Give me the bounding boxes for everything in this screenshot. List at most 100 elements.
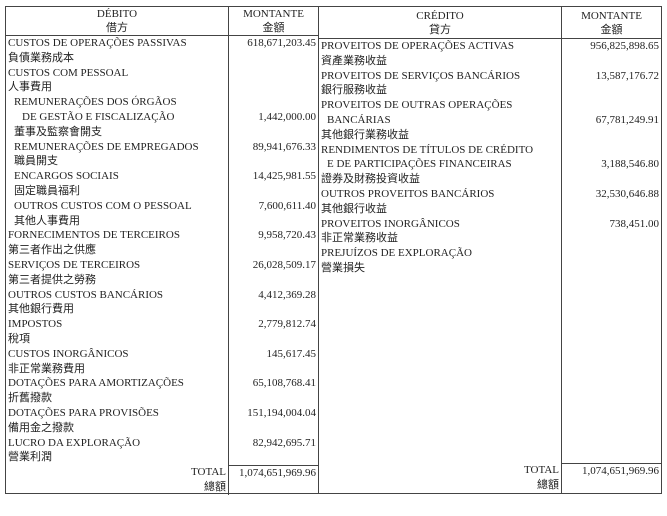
credit-line-amount: 13,587,176.72: [595, 69, 659, 82]
credit-line-label: 證券及財務投資收益: [321, 173, 420, 186]
credit-total-amount: 1,074,651,969.96: [561, 463, 661, 493]
debit-line-label: IMPOSTOS: [8, 318, 63, 331]
debit-line-label: REMUNERAÇÕES DOS ÓRGÃOS: [14, 96, 177, 109]
credit-line-label: PROVEITOS DE SERVIÇOS BANCÁRIOS: [321, 69, 521, 82]
debit-line-amount: [229, 80, 318, 95]
debit-line-amount: 9,958,720.43: [258, 229, 316, 242]
debit-line-label: 人事費用: [8, 81, 52, 94]
credit-total-row: TOTAL 總額 1,074,651,969.96: [319, 463, 661, 493]
credit-line-label: 其他銀行業務收益: [321, 128, 409, 141]
debit-line-amount: [229, 450, 318, 465]
debit-line-label: 職員開支: [14, 155, 58, 168]
credit-line-label: RENDIMENTOS DE TÍTULOS DE CRÉDITO: [321, 143, 534, 156]
debit-line-amount: [229, 391, 318, 406]
debit-line-label: 稅項: [8, 332, 30, 345]
debit-line-label: 折舊撥款: [8, 392, 52, 405]
debit-line-label: OUTROS CUSTOS COM O PESSOAL: [14, 199, 192, 212]
debit-line-amount: 1,442,000.00: [258, 110, 316, 123]
debit-line-label: DOTAÇÕES PARA AMORTIZAÇÕES: [8, 377, 184, 390]
profit-and-loss-table: DÉBITO 借方 MONTANTE 金額 CUSTOS DE OPERAÇÕE…: [5, 6, 662, 496]
debit-line-amount: [229, 362, 318, 377]
credit-line-amount: [562, 54, 661, 69]
credit-line-amount: 956,825,898.65: [590, 40, 659, 52]
debit-line-amount: [229, 51, 318, 66]
debit-line-label: 固定職員福利: [14, 184, 80, 197]
debit-line-label: SERVIÇOS DE TERCEIROS: [8, 258, 141, 271]
debit-line-amount: 4,412,369.28: [258, 288, 316, 301]
debit-line-amount: [229, 302, 318, 317]
credit-line-amount: [562, 202, 661, 217]
credit-line-label: PREJUÍZOS DE EXPLORAÇÃO: [321, 247, 472, 260]
credit-total-label: TOTAL: [524, 464, 559, 476]
credit-side: CRÉDITO 貸方 MONTANTE 金額 PROVEITOS DE OPER…: [319, 7, 661, 493]
credit-amount-header: MONTANTE 金額: [561, 7, 661, 38]
debit-title: DÉBITO: [96, 8, 138, 20]
debit-line-label: DOTAÇÕES PARA PROVISÕES: [8, 406, 159, 419]
credit-line-label: PROVEITOS DE OPERAÇÕES ACTIVAS: [321, 40, 515, 52]
credit-line-amount: 32,530,646.88: [595, 187, 659, 200]
credit-line-label: 其他銀行收益: [321, 202, 387, 215]
debit-total-label: TOTAL: [191, 466, 226, 479]
debit-line-label: 第三者作出之供應: [8, 244, 96, 257]
debit-line-amount: [229, 125, 318, 140]
debit-line-label: ENCARGOS SOCIAIS: [14, 170, 119, 183]
debit-line-amount: 151,194,004.04: [247, 406, 316, 419]
credit-line-amount: 3,188,546.80: [601, 158, 659, 171]
credit-labels-column: PROVEITOS DE OPERAÇÕES ACTIVAS 資產業務收益 PROV…: [319, 39, 561, 463]
debit-line-amount: [229, 214, 318, 229]
debit-line-label: 董事及監察會開支: [14, 125, 102, 138]
debit-line-label: CUSTOS DE OPERAÇÕES PASSIVAS: [8, 37, 187, 49]
credit-line-label: 銀行服務收益: [321, 84, 387, 97]
debit-line-amount: [229, 66, 318, 81]
debit-line-amount: [229, 184, 318, 199]
debit-line-amount: [229, 154, 318, 169]
debit-line-label: CUSTOS COM PESSOAL: [8, 66, 129, 79]
debit-line-amount: [229, 243, 318, 258]
credit-header: CRÉDITO 貸方 MONTANTE 金額: [319, 7, 661, 39]
credit-line-label: 非正常業務收益: [321, 232, 398, 245]
debit-line-amount: 89,941,676.33: [252, 140, 316, 153]
credit-line-label: BANCÁRIAS: [327, 113, 391, 126]
debit-line-label: DE GESTÃO E FISCALIZAÇÃO: [22, 110, 175, 123]
credit-line-label: PROVEITOS DE OUTRAS OPERAÇÕES: [321, 99, 513, 112]
credit-line-amount: [562, 261, 661, 276]
debit-amounts-column: 618,671,203.45 1,442,000.00 89,941,676.33 1…: [228, 36, 318, 466]
debit-line-amount: 2,779,812.74: [258, 318, 316, 331]
debit-line-amount: [229, 332, 318, 347]
credit-amounts-column: 956,825,898.65 13,587,176.72 67,781,249.91…: [561, 39, 661, 463]
debit-line-amount: 145,617.45: [266, 347, 317, 360]
debit-line-amount: 65,108,768.41: [252, 377, 316, 390]
credit-line-amount: [562, 246, 661, 261]
credit-line-label: 營業損失: [321, 261, 365, 274]
debit-labels-column: CUSTOS DE OPERAÇÕES PASSIVAS 負債業務成本 CUSTOS…: [6, 36, 228, 465]
debit-line-label: 第三者提供之勞務: [8, 273, 96, 286]
credit-line-amount: [562, 231, 661, 246]
debit-line-label: CUSTOS INORGÂNICOS: [8, 347, 129, 360]
credit-title-zh: 貸方: [429, 23, 451, 36]
debit-line-amount: 26,028,509.17: [252, 258, 316, 271]
credit-total-label-zh: 總額: [537, 479, 559, 491]
credit-amount-title: MONTANTE: [581, 9, 642, 22]
debit-line-label: 負債業務成本: [8, 51, 74, 64]
credit-line-label: PROVEITOS INORGÂNICOS: [321, 217, 460, 230]
debit-line-label: REMUNERAÇÕES DE EMPREGADOS: [14, 140, 199, 153]
debit-side: DÉBITO 借方 MONTANTE 金額 CUSTOS DE OPERAÇÕE…: [6, 7, 319, 496]
debit-title-cell: DÉBITO 借方: [6, 7, 228, 35]
credit-line-amount: [562, 128, 661, 143]
credit-line-amount: [562, 98, 661, 113]
debit-line-amount: 14,425,981.55: [252, 170, 316, 183]
debit-line-label: OUTROS CUSTOS BANCÁRIOS: [8, 288, 164, 301]
debit-title-zh: 借方: [106, 22, 128, 34]
debit-line-label: FORNECIMENTOS DE TERCEIROS: [8, 229, 180, 242]
debit-line-amount: [229, 273, 318, 288]
credit-title-cell: CRÉDITO 貸方: [319, 7, 561, 38]
debit-amount-title: MONTANTE: [243, 8, 304, 20]
debit-line-label: 營業利潤: [8, 451, 52, 464]
debit-total-label-zh: 總額: [204, 481, 226, 494]
credit-amount-title-zh: 金額: [600, 23, 623, 36]
debit-amount-title-zh: 金額: [262, 22, 285, 34]
debit-header: DÉBITO 借方 MONTANTE 金額: [6, 7, 318, 36]
credit-line-label: 資產業務收益: [321, 54, 387, 67]
debit-line-label: 其他銀行費用: [8, 303, 74, 316]
credit-line-label: OUTROS PROVEITOS BANCÁRIOS: [321, 187, 495, 200]
